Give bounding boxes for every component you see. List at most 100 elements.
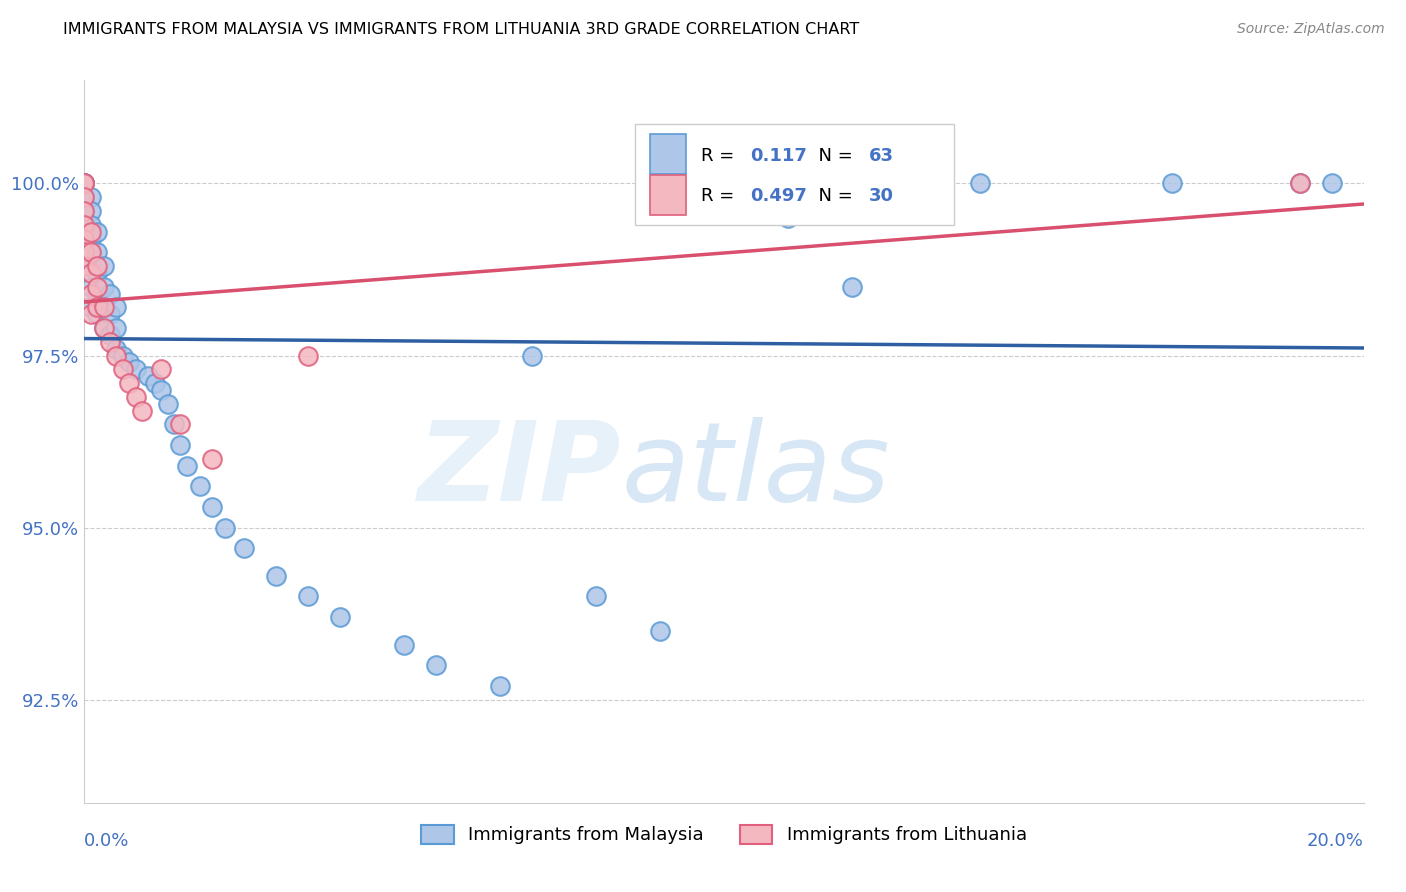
Point	[73, 245, 96, 260]
FancyBboxPatch shape	[650, 175, 686, 214]
Point	[73, 204, 96, 219]
Point	[329, 610, 352, 624]
Point	[105, 342, 128, 356]
Point	[73, 177, 96, 191]
Point	[73, 225, 96, 239]
Point	[93, 259, 115, 273]
Point	[214, 520, 236, 534]
Text: 0.497: 0.497	[749, 187, 807, 205]
Point	[73, 190, 96, 204]
Point	[86, 307, 108, 321]
Text: R =: R =	[702, 147, 740, 165]
Point	[80, 259, 103, 273]
Point	[778, 211, 800, 225]
Point	[489, 679, 512, 693]
Point	[713, 177, 735, 191]
Point	[118, 355, 141, 369]
Point	[80, 245, 103, 260]
Point	[118, 376, 141, 390]
Point	[80, 204, 103, 219]
Point	[969, 177, 991, 191]
Point	[585, 590, 607, 604]
Point	[98, 334, 121, 349]
Point	[73, 197, 96, 211]
Point	[394, 638, 416, 652]
Point	[73, 177, 96, 191]
Point	[297, 590, 319, 604]
FancyBboxPatch shape	[650, 135, 686, 174]
Point	[522, 349, 544, 363]
Point	[163, 417, 186, 432]
Y-axis label: 3rd Grade: 3rd Grade	[0, 400, 3, 483]
Point	[93, 301, 115, 315]
Point	[713, 177, 735, 191]
Point	[169, 438, 191, 452]
Point	[80, 218, 103, 232]
Point	[80, 279, 103, 293]
Point	[93, 321, 115, 335]
Point	[1320, 177, 1343, 191]
Text: N =: N =	[807, 147, 859, 165]
Text: 0.117: 0.117	[749, 147, 807, 165]
Point	[138, 369, 160, 384]
Point	[93, 279, 115, 293]
Point	[150, 362, 173, 376]
Point	[264, 568, 288, 582]
Point	[73, 252, 96, 267]
Text: atlas: atlas	[621, 417, 890, 524]
Point	[80, 307, 103, 321]
Point	[188, 479, 211, 493]
Text: 63: 63	[869, 147, 894, 165]
Point	[111, 349, 134, 363]
Point	[1161, 177, 1184, 191]
Point	[297, 349, 319, 363]
Point	[86, 245, 108, 260]
Point	[105, 349, 128, 363]
Legend: Immigrants from Malaysia, Immigrants from Lithuania: Immigrants from Malaysia, Immigrants fro…	[413, 818, 1035, 852]
Point	[73, 177, 96, 191]
Text: IMMIGRANTS FROM MALAYSIA VS IMMIGRANTS FROM LITHUANIA 3RD GRADE CORRELATION CHAR: IMMIGRANTS FROM MALAYSIA VS IMMIGRANTS F…	[63, 22, 859, 37]
Point	[650, 624, 672, 638]
Point	[131, 403, 153, 417]
Point	[73, 211, 96, 225]
Point	[233, 541, 256, 556]
Text: 30: 30	[869, 187, 894, 205]
Point	[80, 286, 103, 301]
Point	[841, 279, 863, 293]
Point	[201, 451, 224, 466]
Point	[73, 190, 96, 204]
FancyBboxPatch shape	[634, 124, 955, 225]
Point	[73, 177, 96, 191]
Point	[105, 321, 128, 335]
Text: Source: ZipAtlas.com: Source: ZipAtlas.com	[1237, 22, 1385, 37]
Text: 0.0%: 0.0%	[84, 831, 129, 850]
Point	[73, 177, 96, 191]
Text: 20.0%: 20.0%	[1308, 831, 1364, 850]
Text: ZIP: ZIP	[418, 417, 621, 524]
Point	[169, 417, 191, 432]
Point	[124, 390, 146, 404]
Point	[80, 266, 103, 280]
Point	[1288, 177, 1310, 191]
Point	[93, 301, 115, 315]
Point	[86, 286, 108, 301]
Point	[111, 362, 134, 376]
Point	[86, 225, 108, 239]
Text: R =: R =	[702, 187, 740, 205]
Point	[80, 225, 103, 239]
Point	[150, 383, 173, 397]
Point	[156, 397, 179, 411]
Point	[124, 362, 146, 376]
Point	[73, 218, 96, 232]
Point	[86, 279, 108, 293]
Point	[143, 376, 166, 390]
Point	[86, 266, 108, 280]
Point	[73, 238, 96, 252]
Point	[80, 231, 103, 245]
Point	[86, 301, 108, 315]
Point	[176, 458, 198, 473]
Point	[1288, 177, 1310, 191]
Point	[98, 307, 121, 321]
Point	[105, 301, 128, 315]
Point	[86, 259, 108, 273]
